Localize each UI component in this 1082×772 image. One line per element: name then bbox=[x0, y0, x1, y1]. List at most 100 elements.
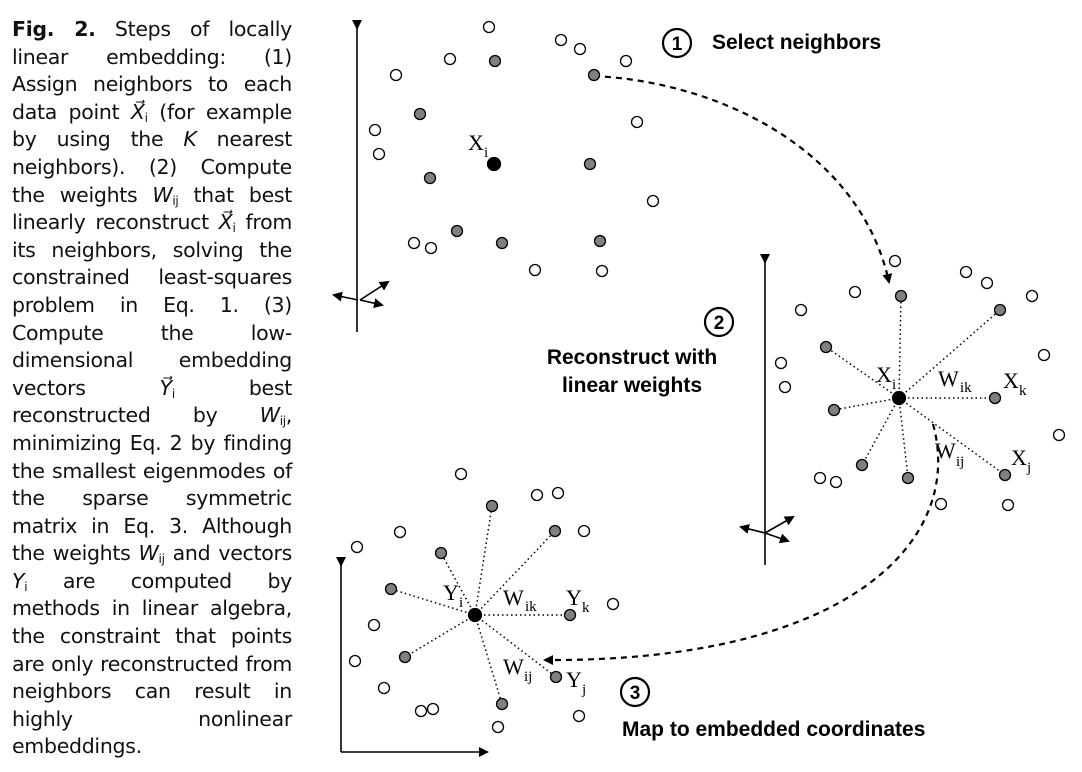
data-point bbox=[482, 20, 496, 34]
panel2-points bbox=[774, 254, 1066, 512]
data-point bbox=[367, 618, 381, 632]
data-point bbox=[377, 681, 391, 695]
caption-text-6: best reconstructed by bbox=[12, 375, 292, 428]
data-point bbox=[606, 597, 620, 611]
data-point bbox=[454, 467, 468, 481]
caption-sub-i: i bbox=[144, 110, 148, 125]
neighbor-point bbox=[827, 403, 841, 417]
panel1-axes bbox=[332, 20, 390, 332]
data-point bbox=[348, 654, 362, 668]
data-point bbox=[959, 265, 973, 279]
label-wij-panel2: W ij bbox=[935, 438, 964, 470]
data-point bbox=[491, 720, 505, 734]
data-point bbox=[443, 52, 457, 66]
label-yk-panel3: Y k bbox=[566, 585, 590, 616]
data-point bbox=[774, 356, 788, 370]
neighbor-point bbox=[855, 458, 869, 472]
label-x: X bbox=[876, 362, 892, 387]
data-point bbox=[350, 540, 364, 554]
neighbor-point bbox=[819, 340, 833, 354]
caption-sub-i-3: i bbox=[171, 386, 175, 401]
caption-w: W bbox=[152, 182, 173, 207]
data-point bbox=[551, 486, 565, 500]
data-point bbox=[794, 303, 808, 317]
label-y: Y bbox=[566, 585, 582, 610]
caption-sub-ij: ij bbox=[172, 193, 179, 208]
label-sub-ij: ij bbox=[524, 669, 532, 685]
neighbor-point bbox=[548, 524, 562, 538]
neighbor-point bbox=[485, 499, 499, 513]
label-x: X bbox=[468, 130, 484, 155]
center-point-xi bbox=[486, 156, 502, 172]
label-xk-panel2: X k bbox=[1003, 368, 1027, 399]
neighbor-point bbox=[894, 289, 908, 303]
label-w: W bbox=[938, 366, 959, 391]
data-point bbox=[530, 488, 544, 502]
panel2-weight-lines bbox=[825, 295, 1006, 479]
step2-number: 2 bbox=[714, 313, 725, 334]
label-sub-i: i bbox=[459, 595, 463, 611]
data-point bbox=[829, 475, 843, 489]
label-xi-panel1: X i bbox=[468, 130, 488, 161]
neighbor-point bbox=[593, 234, 607, 248]
center-point-xi bbox=[891, 390, 907, 406]
figure-caption: Fig. 2. Steps of locally linear embeddin… bbox=[12, 16, 292, 761]
caption-text-2: (for example by using the bbox=[12, 99, 292, 152]
step3-label: Map to embedded coordinates bbox=[622, 718, 925, 741]
data-point bbox=[372, 147, 386, 161]
neighbor-point bbox=[384, 582, 398, 596]
step1-marker: 1 Select neighbors bbox=[661, 27, 881, 59]
data-point bbox=[980, 276, 994, 290]
label-sub-i: i bbox=[892, 377, 896, 393]
label-sub-ij: ij bbox=[956, 454, 964, 470]
panel2-axes bbox=[739, 254, 795, 565]
data-point bbox=[1025, 289, 1039, 303]
data-point bbox=[646, 194, 660, 208]
center-point-yi bbox=[467, 607, 483, 623]
caption-text-5: from its neighbors, solving the constrai… bbox=[12, 210, 292, 400]
label-w: W bbox=[935, 438, 956, 463]
caption-vec-y: Y⃗ bbox=[159, 375, 173, 400]
caption-sub-ij-2: ij bbox=[279, 414, 286, 429]
caption-text-3: nearest neighbors). (2) Compute the weig… bbox=[12, 127, 292, 207]
data-point bbox=[934, 497, 948, 511]
data-point bbox=[572, 709, 586, 723]
caption-w-2: W bbox=[259, 403, 280, 428]
label-w: W bbox=[503, 585, 524, 610]
data-point bbox=[573, 42, 587, 56]
caption-sub-ij-3: ij bbox=[158, 552, 165, 567]
step2-label-line1: Reconstruct with bbox=[547, 346, 717, 369]
neighbor-point bbox=[549, 670, 563, 684]
neighbor-point bbox=[495, 697, 509, 711]
neighbor-point bbox=[488, 54, 502, 68]
panel3-points bbox=[348, 467, 620, 734]
data-point bbox=[407, 236, 421, 250]
arrow-step2-to-step3 bbox=[543, 423, 940, 666]
label-xj-panel2: X j bbox=[1011, 445, 1031, 476]
data-point bbox=[393, 525, 407, 539]
label-sub-i: i bbox=[484, 145, 488, 161]
label-y: Y bbox=[443, 580, 459, 605]
neighbor-point bbox=[587, 68, 601, 82]
label-yi-panel3: Y i bbox=[443, 580, 463, 611]
step2-marker: 2 Reconstruct with linear weights bbox=[547, 306, 735, 397]
panel1-points bbox=[368, 20, 660, 278]
caption-w-3: W bbox=[138, 541, 159, 566]
caption-sub-i-4: i bbox=[24, 579, 28, 594]
caption-text-1: Steps of locally linear embedding: (1) A… bbox=[12, 17, 292, 124]
neighbor-point bbox=[993, 303, 1007, 317]
label-sub-ik: ik bbox=[525, 599, 537, 615]
label-sub-j: j bbox=[581, 682, 586, 698]
data-point bbox=[389, 68, 403, 82]
data-point bbox=[414, 704, 428, 718]
caption-text-4: that best linearly reconstruct bbox=[12, 182, 292, 235]
label-sub-j: j bbox=[1026, 460, 1031, 476]
step1-label: Select neighbors bbox=[712, 31, 881, 54]
neighbor-point bbox=[495, 236, 509, 250]
label-wij-panel3: W ij bbox=[503, 654, 532, 685]
step1-number: 1 bbox=[672, 34, 683, 55]
label-wik-panel3: W ik bbox=[503, 585, 537, 615]
caption-sub-i-2: i bbox=[232, 221, 236, 236]
label-xi-panel2: X i bbox=[876, 362, 896, 393]
neighbor-point bbox=[998, 468, 1012, 482]
